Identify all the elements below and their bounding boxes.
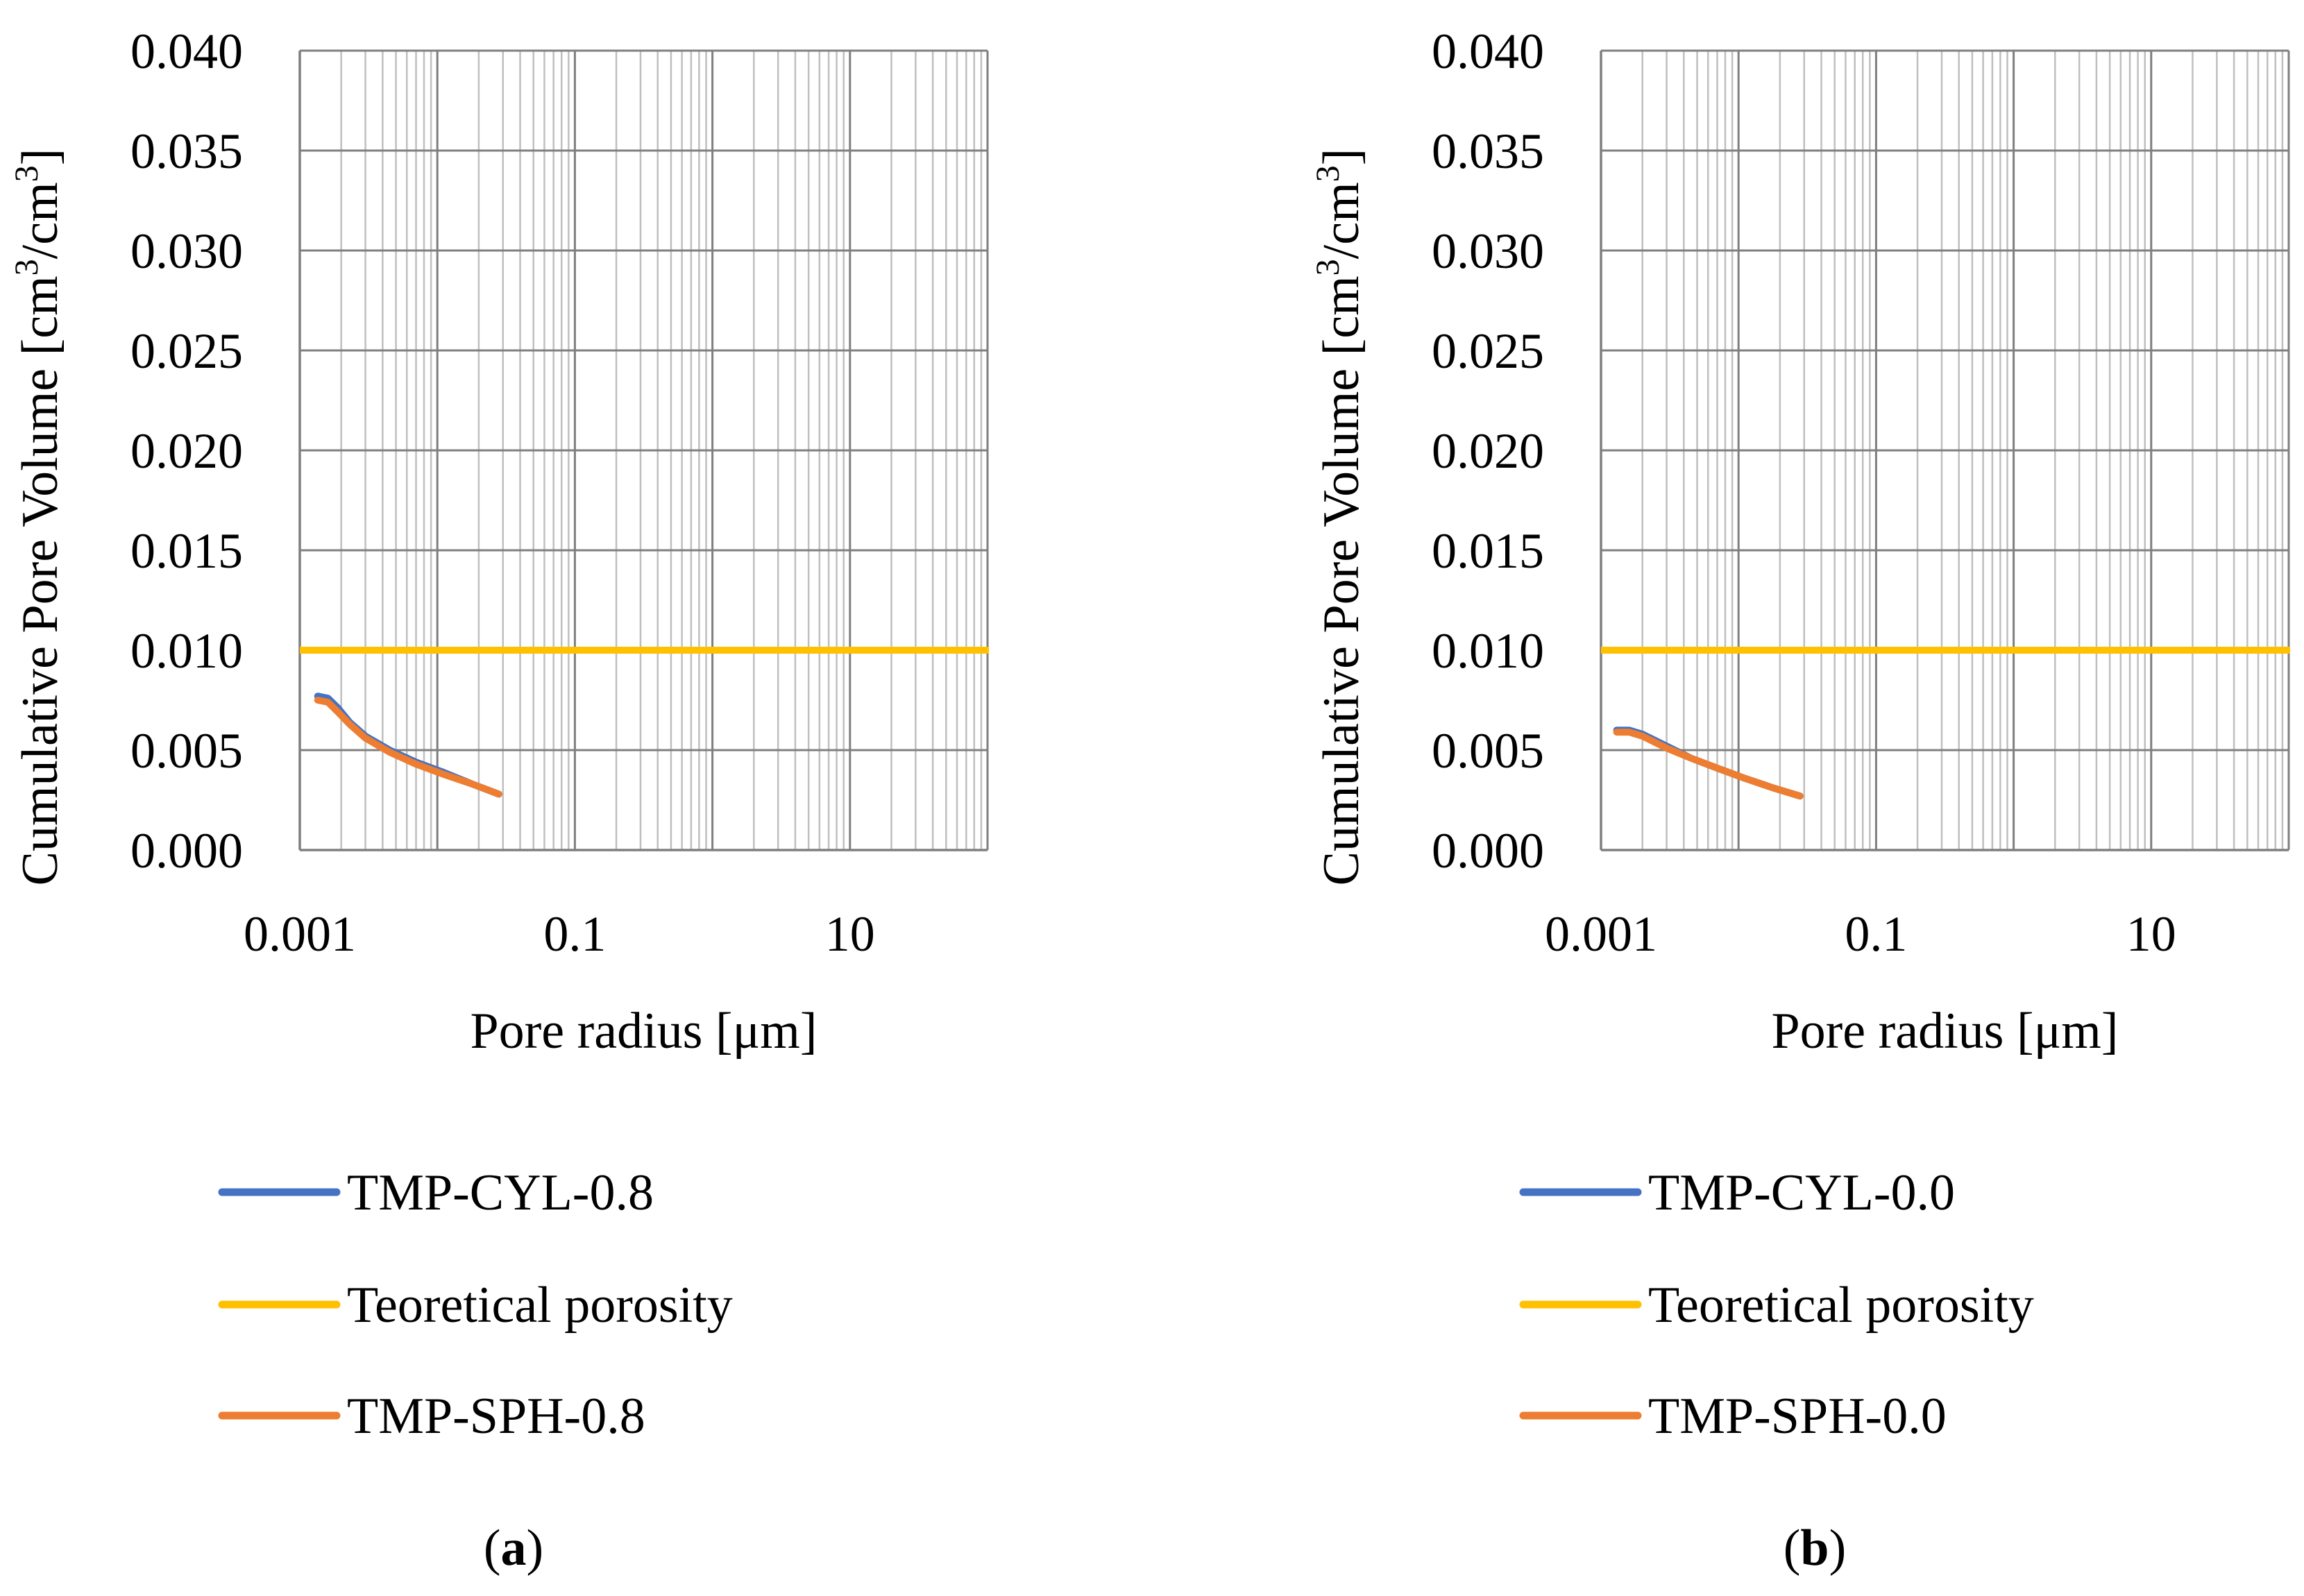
y-tick-label: 0.020 bbox=[1432, 423, 1544, 479]
y-tick-label: 0.005 bbox=[1432, 723, 1544, 779]
y-tick-label: 0.040 bbox=[1432, 24, 1544, 79]
x-tick-label: 10 bbox=[825, 906, 875, 962]
series-line-2 bbox=[1613, 729, 1804, 800]
y-tick-label: 0.030 bbox=[1432, 223, 1544, 279]
gridlines bbox=[1600, 49, 2290, 851]
x-tick-label: 0.1 bbox=[1845, 906, 1907, 962]
legend: TMP-CYL-0.0 Teoretical porosity TMP-SPH-0.… bbox=[1519, 1164, 2034, 1445]
y-tick-label: 0.040 bbox=[130, 24, 243, 79]
series-line-0 bbox=[314, 693, 502, 798]
y-axis-title: Cumulative Pore Volume [cm3/cm3] bbox=[8, 148, 69, 886]
y-tick-label: 0.005 bbox=[130, 723, 243, 779]
y-tick-label: 0.030 bbox=[130, 223, 243, 279]
x-axis-title: Pore radius [μm] bbox=[470, 1003, 817, 1060]
x-tick-label: 10 bbox=[2126, 906, 2176, 962]
legend-label: TMP-CYL-0.0 bbox=[1648, 1164, 1955, 1221]
series-layer bbox=[300, 647, 989, 798]
legend-label: Teoretical porosity bbox=[1648, 1277, 2034, 1334]
panel-a: 0.000 0.005 0.010 0.015 0.020 0.025 0.030 0.035… bbox=[8, 24, 989, 1577]
y-tick-label: 0.000 bbox=[1432, 823, 1544, 878]
y-tick-label: 0.010 bbox=[1432, 623, 1544, 679]
panel-caption: (b) bbox=[1784, 1520, 1846, 1577]
y-tick-label: 0.015 bbox=[1432, 523, 1544, 579]
y-axis-title: Cumulative Pore Volume [cm3/cm3] bbox=[1310, 148, 1370, 886]
y-tick-label: 0.015 bbox=[130, 523, 243, 579]
series-layer bbox=[1601, 647, 2290, 800]
legend-label: Teoretical porosity bbox=[347, 1277, 733, 1334]
y-tick-label: 0.035 bbox=[130, 124, 243, 179]
panel-b: 0.000 0.005 0.010 0.015 0.020 0.025 0.030 0.035… bbox=[1310, 24, 2290, 1577]
x-tick-label: 0.001 bbox=[244, 906, 356, 962]
legend: TMP-CYL-0.8 Teoretical porosity TMP-SPH-0.… bbox=[218, 1164, 733, 1445]
x-tick-label: 0.001 bbox=[1545, 906, 1657, 962]
legend-label: TMP-CYL-0.8 bbox=[347, 1164, 654, 1221]
y-tick-label: 0.025 bbox=[130, 323, 243, 379]
gridlines bbox=[298, 49, 989, 851]
y-tick-label: 0.025 bbox=[1432, 323, 1544, 379]
y-tick-label: 0.000 bbox=[130, 823, 243, 878]
legend-label: TMP-SPH-0.8 bbox=[347, 1388, 645, 1445]
x-axis-title: Pore radius [μm] bbox=[1771, 1003, 2118, 1060]
legend-label: TMP-SPH-0.0 bbox=[1648, 1388, 1947, 1445]
x-tick-label: 0.1 bbox=[543, 906, 606, 962]
y-tick-label: 0.020 bbox=[130, 423, 243, 479]
y-tick-label: 0.010 bbox=[130, 623, 243, 679]
y-tick-label: 0.035 bbox=[1432, 124, 1544, 179]
panel-caption: (a) bbox=[484, 1520, 543, 1577]
series-line-2 bbox=[314, 697, 502, 798]
